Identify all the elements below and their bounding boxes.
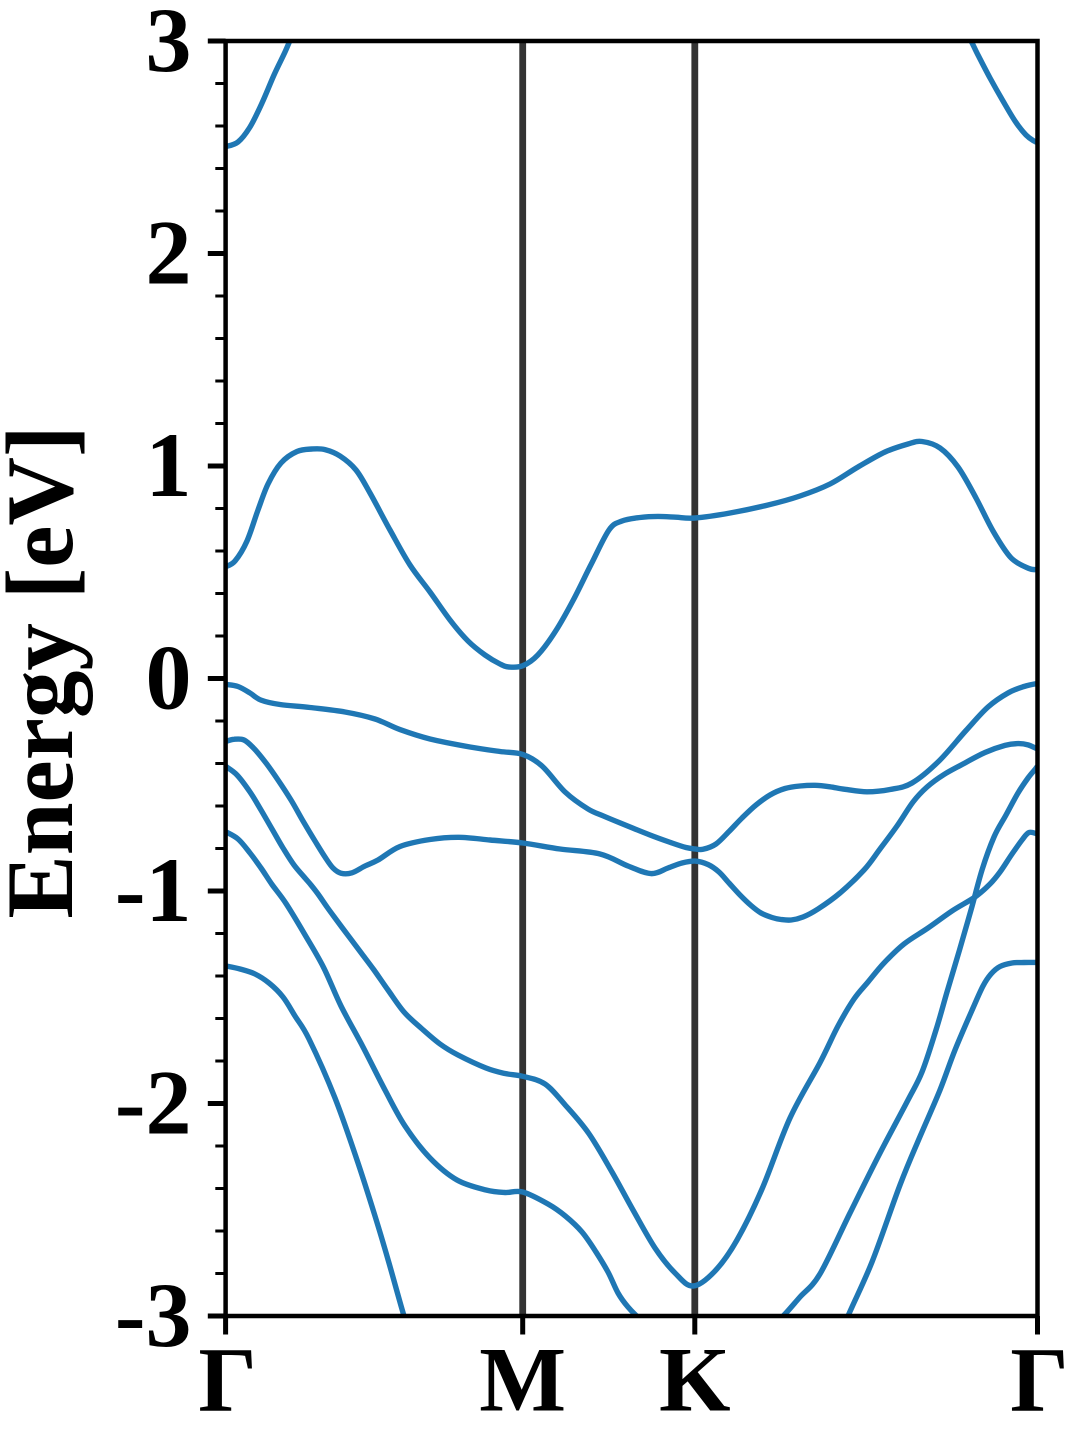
svg-text:-1: -1 bbox=[115, 839, 192, 941]
svg-text:2: 2 bbox=[146, 201, 192, 303]
svg-text:1: 1 bbox=[146, 414, 192, 516]
svg-text:0: 0 bbox=[146, 626, 192, 728]
svg-text:3: 3 bbox=[146, 0, 192, 91]
svg-text:Γ: Γ bbox=[1010, 1329, 1069, 1431]
svg-text:-3: -3 bbox=[115, 1264, 192, 1366]
svg-text:Γ: Γ bbox=[198, 1329, 257, 1431]
svg-text:-2: -2 bbox=[115, 1051, 192, 1153]
svg-text:K: K bbox=[659, 1329, 731, 1431]
svg-text:Energy [eV]: Energy [eV] bbox=[0, 425, 93, 918]
svg-text:M: M bbox=[479, 1329, 566, 1431]
